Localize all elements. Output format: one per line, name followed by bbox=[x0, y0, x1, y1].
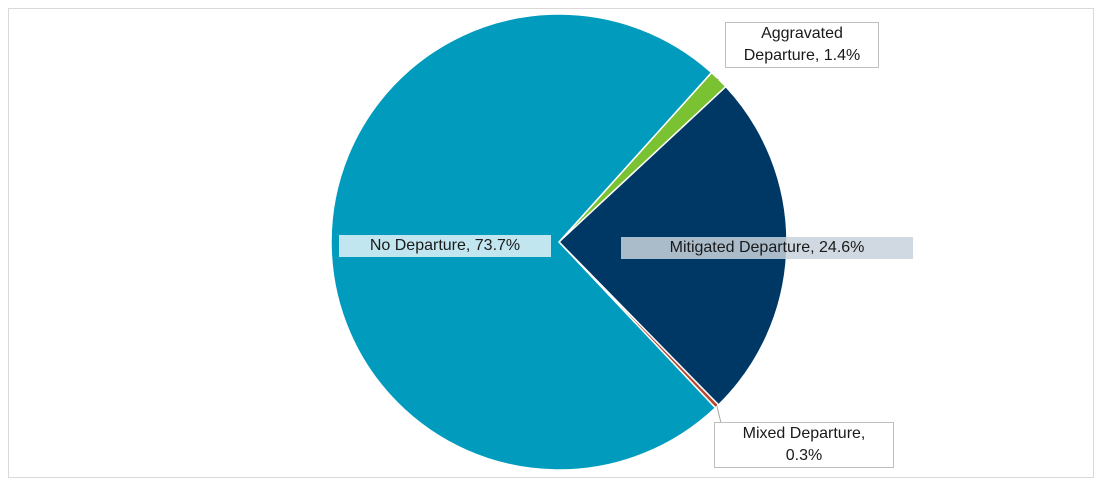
chart-area: Aggravated Departure, 1.4% Mitigated Dep… bbox=[8, 8, 1094, 478]
pie-chart bbox=[9, 9, 1095, 479]
label-aggravated-departure: Aggravated Departure, 1.4% bbox=[725, 22, 879, 68]
label-no-departure: No Departure, 73.7% bbox=[339, 235, 551, 257]
label-mitigated-departure: Mitigated Departure, 24.6% bbox=[621, 237, 913, 259]
label-mixed-departure: Mixed Departure, 0.3% bbox=[714, 422, 894, 468]
